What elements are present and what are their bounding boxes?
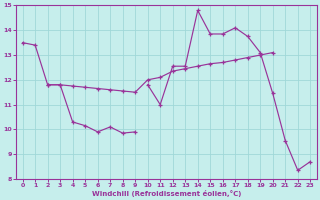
X-axis label: Windchill (Refroidissement éolien,°C): Windchill (Refroidissement éolien,°C) [92, 190, 241, 197]
